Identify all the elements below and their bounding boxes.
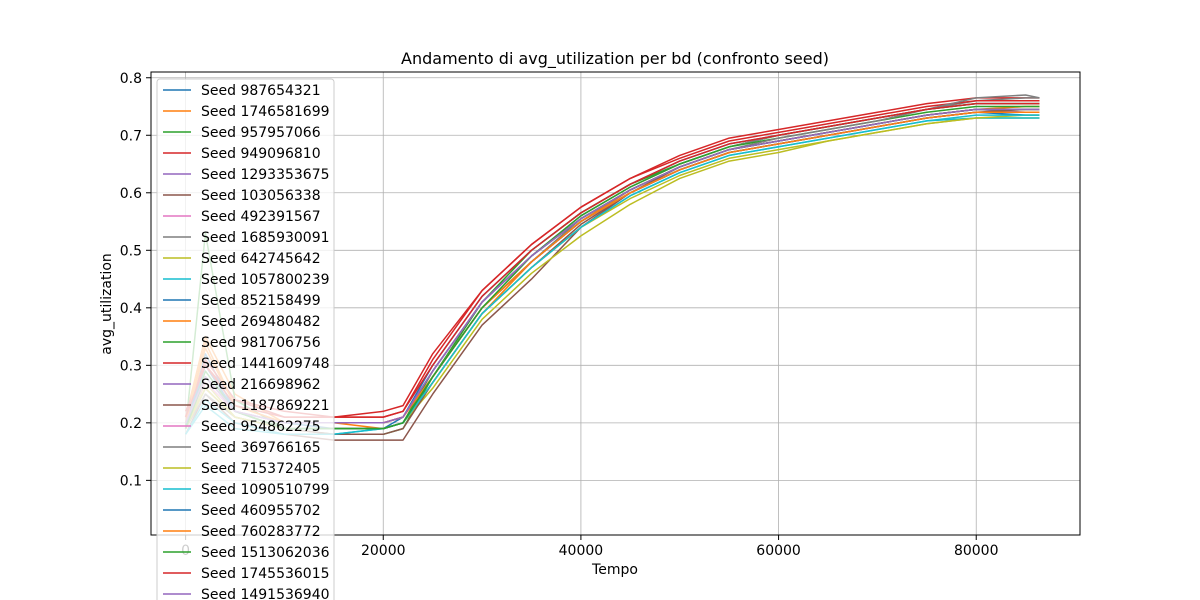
legend-label: Seed 492391567	[201, 209, 321, 225]
legend-entry: Seed 642745642	[163, 251, 321, 267]
legend-entry: Seed 216698962	[163, 377, 321, 393]
legend-label: Seed 1513062036	[201, 545, 330, 561]
legend-entry: Seed 1187869221	[163, 398, 330, 414]
legend-label: Seed 1491536940	[201, 587, 330, 600]
legend-label: Seed 1090510799	[201, 482, 330, 498]
legend-entry: Seed 460955702	[163, 503, 321, 519]
y-tick-label: 0.1	[120, 473, 142, 489]
legend-entry: Seed 1491536940	[163, 587, 330, 600]
y-tick-label: 0.4	[120, 301, 142, 317]
x-tick-label: 80000	[954, 543, 999, 559]
legend-label: Seed 852158499	[201, 293, 321, 309]
legend-entry: Seed 1745536015	[163, 566, 330, 582]
legend-label: Seed 460955702	[201, 503, 321, 519]
legend-label: Seed 949096810	[201, 146, 321, 162]
legend-label: Seed 369766165	[201, 440, 321, 456]
legend-entry: Seed 987654321	[163, 83, 321, 99]
legend-entry: Seed 852158499	[163, 293, 321, 309]
legend-label: Seed 269480482	[201, 314, 321, 330]
legend-entry: Seed 957957066	[163, 125, 321, 141]
x-tick-label: 40000	[559, 543, 604, 559]
legend: Seed 987654321 Seed 1746581699 Seed 957957…	[156, 78, 335, 600]
legend-entry: Seed 1513062036	[163, 545, 330, 561]
y-axis: 0.1 0.2 0.3 0.4 0.5 0.6 0.7 0.8	[120, 71, 151, 489]
legend-label: Seed 760283772	[201, 524, 321, 540]
series-lines	[184, 94, 1040, 441]
y-tick-label: 0.2	[120, 416, 142, 432]
legend-label: Seed 216698962	[201, 377, 321, 393]
legend-label: Seed 642745642	[201, 251, 321, 267]
x-axis-title: Tempo	[591, 562, 638, 578]
legend-entry: Seed 1746581699	[163, 104, 330, 120]
legend-entry: Seed 949096810	[163, 146, 321, 162]
x-tick-label: 20000	[361, 543, 406, 559]
legend-label: Seed 981706756	[201, 335, 321, 351]
legend-entry: Seed 1090510799	[163, 482, 330, 498]
legend-label: Seed 1745536015	[201, 566, 330, 582]
legend-entry: Seed 1685930091	[163, 230, 330, 246]
y-tick-label: 0.6	[120, 186, 142, 202]
legend-entry: Seed 1441609748	[163, 356, 330, 372]
y-tick-label: 0.3	[120, 358, 142, 374]
legend-label: Seed 103056338	[201, 188, 321, 204]
legend-label: Seed 954862275	[201, 419, 321, 435]
legend-label: Seed 1057800239	[201, 272, 330, 288]
x-axis: 020000400006000080000	[181, 535, 999, 559]
legend-entry: Seed 715372405	[163, 461, 321, 477]
legend-entry: Seed 103056338	[163, 188, 321, 204]
y-axis-title: avg_utilization	[99, 253, 115, 355]
y-tick-label: 0.7	[120, 128, 142, 144]
chart-title: Andamento di avg_utilization per bd (con…	[401, 49, 829, 69]
legend-entry: Seed 1293353675	[163, 167, 330, 183]
x-tick-label: 60000	[756, 543, 801, 559]
legend-label: Seed 1293353675	[201, 167, 330, 183]
legend-entry: Seed 760283772	[163, 524, 321, 540]
legend-label: Seed 1685930091	[201, 230, 330, 246]
legend-frame	[156, 78, 335, 600]
legend-entry: Seed 492391567	[163, 209, 321, 225]
legend-entry: Seed 269480482	[163, 314, 321, 330]
legend-entry: Seed 1057800239	[163, 272, 330, 288]
legend-label: Seed 957957066	[201, 125, 321, 141]
legend-entry: Seed 981706756	[163, 335, 321, 351]
y-tick-label: 0.8	[120, 71, 142, 87]
legend-entry: Seed 369766165	[163, 440, 321, 456]
legend-label: Seed 1187869221	[201, 398, 330, 414]
legend-entry: Seed 954862275	[163, 419, 321, 435]
legend-label: Seed 715372405	[201, 461, 321, 477]
plot-frame	[150, 71, 1081, 536]
legend-label: Seed 1441609748	[201, 356, 330, 372]
legend-label: Seed 1746581699	[201, 104, 330, 120]
y-tick-label: 0.5	[120, 243, 142, 259]
legend-label: Seed 987654321	[201, 83, 321, 99]
